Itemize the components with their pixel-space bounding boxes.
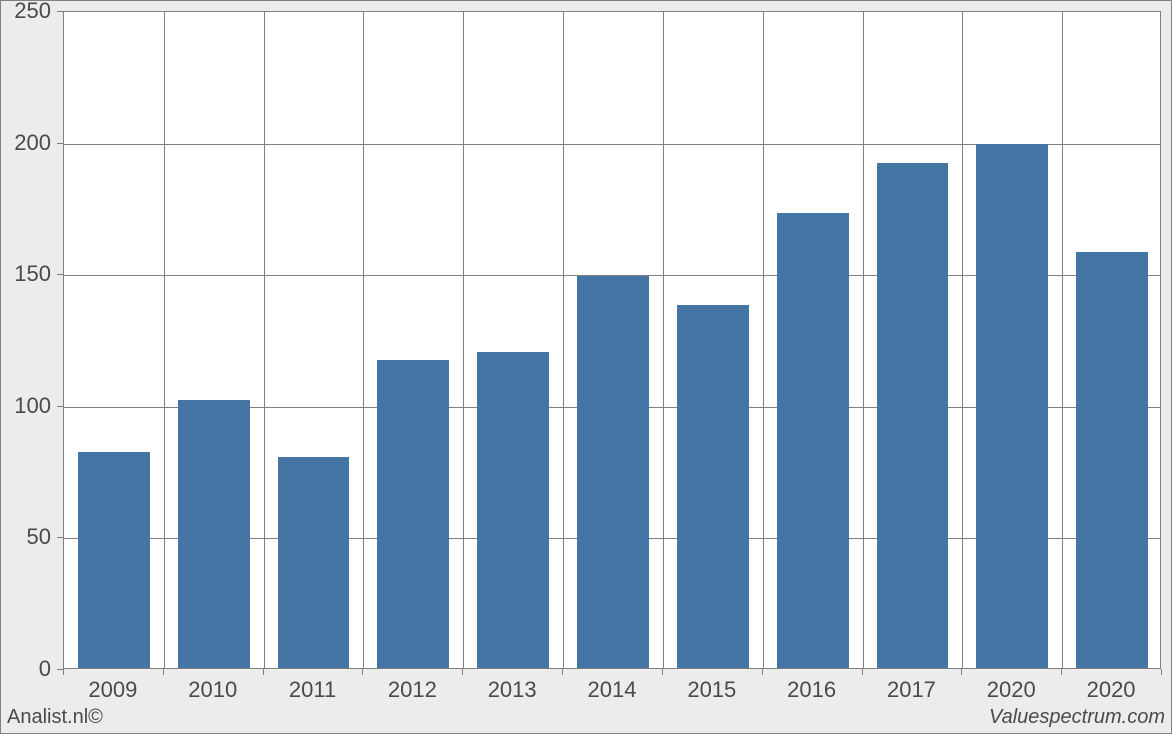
ytick-mark: [57, 274, 63, 275]
ytick-mark: [57, 406, 63, 407]
bar: [976, 144, 1048, 668]
chart-frame: Analist.nl© Valuespectrum.com 0 50 100 150 2…: [0, 0, 1172, 734]
bar: [577, 276, 649, 668]
footer-right: Valuespectrum.com: [989, 706, 1165, 729]
gridline-v: [164, 12, 165, 668]
xtick-mark: [662, 669, 663, 675]
gridline-v: [363, 12, 364, 668]
xtick-mark: [462, 669, 463, 675]
xtick-mark: [762, 669, 763, 675]
ytick-mark: [57, 143, 63, 144]
bar: [1076, 252, 1148, 668]
gridline-v: [1062, 12, 1063, 668]
gridline-v: [264, 12, 265, 668]
bar: [278, 457, 350, 668]
bar: [78, 452, 150, 668]
xtick-label: 2011: [289, 677, 336, 703]
xtick-mark: [961, 669, 962, 675]
bar: [677, 305, 749, 668]
xtick-mark: [362, 669, 363, 675]
bar: [178, 400, 250, 668]
bar: [377, 360, 449, 668]
bar: [777, 213, 849, 668]
gridline-v: [563, 12, 564, 668]
xtick-label: 2016: [787, 677, 836, 703]
ytick-label: 100: [1, 393, 51, 419]
xtick-label: 2013: [488, 677, 537, 703]
ytick-label: 250: [1, 0, 51, 24]
xtick-label: 2015: [687, 677, 736, 703]
xtick-label: 2010: [188, 677, 237, 703]
xtick-label: 2009: [88, 677, 137, 703]
ytick-label: 150: [1, 261, 51, 287]
gridline-v: [663, 12, 664, 668]
ytick-mark: [57, 11, 63, 12]
xtick-label: 2020: [1087, 677, 1136, 703]
ytick-label: 0: [1, 656, 51, 682]
xtick-mark: [263, 669, 264, 675]
xtick-mark: [163, 669, 164, 675]
xtick-label: 2014: [588, 677, 637, 703]
bar: [877, 163, 949, 668]
xtick-mark: [1061, 669, 1062, 675]
ytick-label: 50: [1, 524, 51, 550]
xtick-label: 2012: [388, 677, 437, 703]
ytick-label: 200: [1, 130, 51, 156]
plot-area: [63, 11, 1161, 669]
xtick-label: 2017: [887, 677, 936, 703]
bar: [477, 352, 549, 668]
xtick-mark: [1161, 669, 1162, 675]
gridline-v: [863, 12, 864, 668]
xtick-label: 2020: [987, 677, 1036, 703]
xtick-mark: [562, 669, 563, 675]
ytick-mark: [57, 537, 63, 538]
gridline-v: [463, 12, 464, 668]
xtick-mark: [63, 669, 64, 675]
xtick-mark: [862, 669, 863, 675]
gridline-v: [763, 12, 764, 668]
gridline-v: [962, 12, 963, 668]
footer-left: Analist.nl©: [7, 706, 103, 729]
